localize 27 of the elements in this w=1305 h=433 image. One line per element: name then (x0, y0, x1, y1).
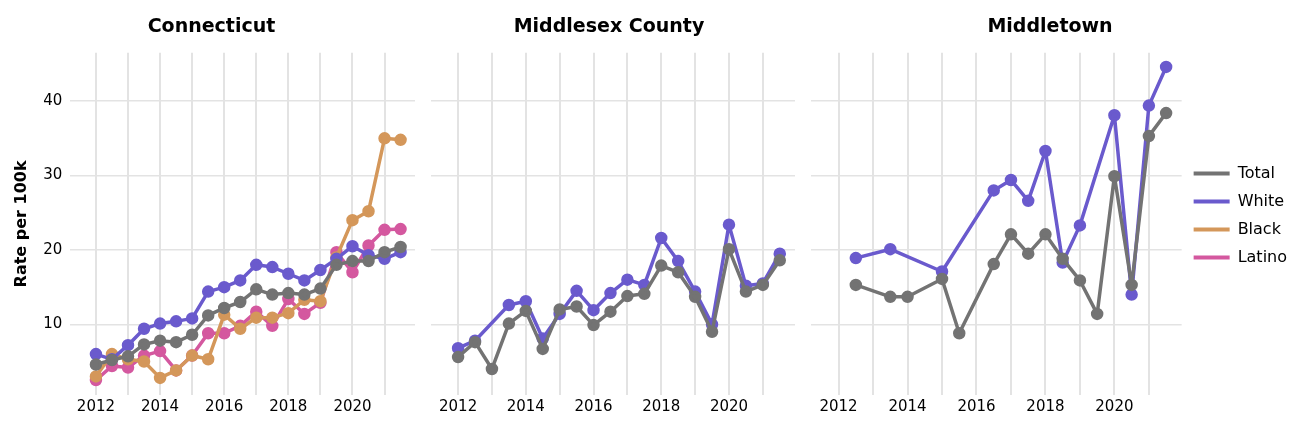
x-tick-label: 2014 (140, 396, 180, 415)
legend-label: White (1237, 190, 1285, 210)
x-tick-label: 2018 (1026, 396, 1065, 415)
x-tick-label: 2020 (1095, 396, 1134, 415)
y-tick-label: 40 (43, 91, 63, 110)
x-tick-label: 2018 (269, 396, 308, 415)
y-axis-title: Rate per 100k (10, 160, 30, 288)
y-tick-label: 10 (43, 314, 63, 333)
legend-label: Black (1237, 218, 1282, 238)
chart-title: Connecticut (147, 14, 276, 37)
legend-label: Total (1236, 162, 1276, 182)
y-tick-label: 30 (43, 165, 63, 184)
x-tick-label: 2012 (76, 396, 116, 415)
chart-title: Middlesex County (513, 14, 705, 37)
x-tick-label: 2016 (205, 396, 244, 415)
y-tick-label: 20 (43, 239, 63, 258)
x-tick-label: 2020 (709, 396, 749, 415)
x-tick-label: 2016 (574, 396, 613, 415)
x-tick-label: 2012 (819, 396, 858, 415)
x-tick-label: 2020 (333, 396, 372, 415)
chart-title: Middletown (987, 14, 1113, 37)
x-tick-label: 2018 (642, 396, 681, 415)
x-tick-label: 2014 (888, 396, 927, 415)
x-tick-label: 2014 (506, 396, 545, 415)
x-tick-label: 2016 (957, 396, 996, 415)
x-tick-label: 2012 (438, 396, 478, 415)
legend-label: Latino (1237, 246, 1288, 266)
